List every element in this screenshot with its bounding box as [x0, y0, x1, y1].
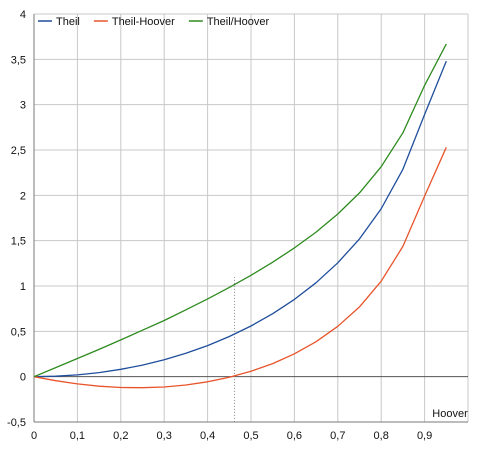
- x-tick-label: 0,1: [70, 430, 85, 442]
- legend-label: Theil/Hoover: [207, 16, 270, 28]
- y-tick-label: -0,5: [7, 417, 26, 429]
- y-tick-label: 2: [20, 190, 26, 202]
- y-tick-label: 0: [20, 372, 26, 384]
- x-tick-label: 0,6: [287, 430, 302, 442]
- x-tick-label: 0,3: [157, 430, 172, 442]
- x-tick-label: 0,8: [374, 430, 389, 442]
- y-tick-label: 1,5: [11, 236, 26, 248]
- legend: Theil Theil-Hoover Theil/Hoover: [38, 16, 270, 28]
- y-tick-label: 0,5: [11, 326, 26, 338]
- x-axis-title: Hoover: [432, 408, 468, 420]
- y-tick-label: 3: [20, 100, 26, 112]
- y-tick-label: 4: [20, 9, 26, 21]
- x-tick-label: 0: [31, 430, 37, 442]
- tick-label-layer: 0 0,1 0,2 0,3 0,4 0,5 0,6 0,7 0,8 0,9 -0,5 0 0,5 1 1,5…: [7, 9, 432, 442]
- axis-layer: [33, 14, 468, 423]
- x-tick-label: 0,2: [113, 430, 128, 442]
- x-tick-label: 0,4: [200, 430, 215, 442]
- legend-label: Theil: [56, 16, 80, 28]
- grid-layer: [34, 13, 469, 423]
- y-tick-label: 2,5: [11, 145, 26, 157]
- series-line-theil-hoover: [33, 43, 447, 378]
- y-tick-label: 3,5: [11, 54, 26, 66]
- series-line-theil: [33, 60, 447, 378]
- y-tick-label: 1: [20, 281, 26, 293]
- legend-label: Theil-Hoover: [112, 16, 175, 28]
- series-line-theil-hoover: [33, 147, 447, 389]
- x-tick-label: 0,9: [417, 430, 432, 442]
- x-tick-label: 0,5: [243, 430, 258, 442]
- series-layer: [33, 43, 447, 389]
- x-tick-label: 0,7: [330, 430, 345, 442]
